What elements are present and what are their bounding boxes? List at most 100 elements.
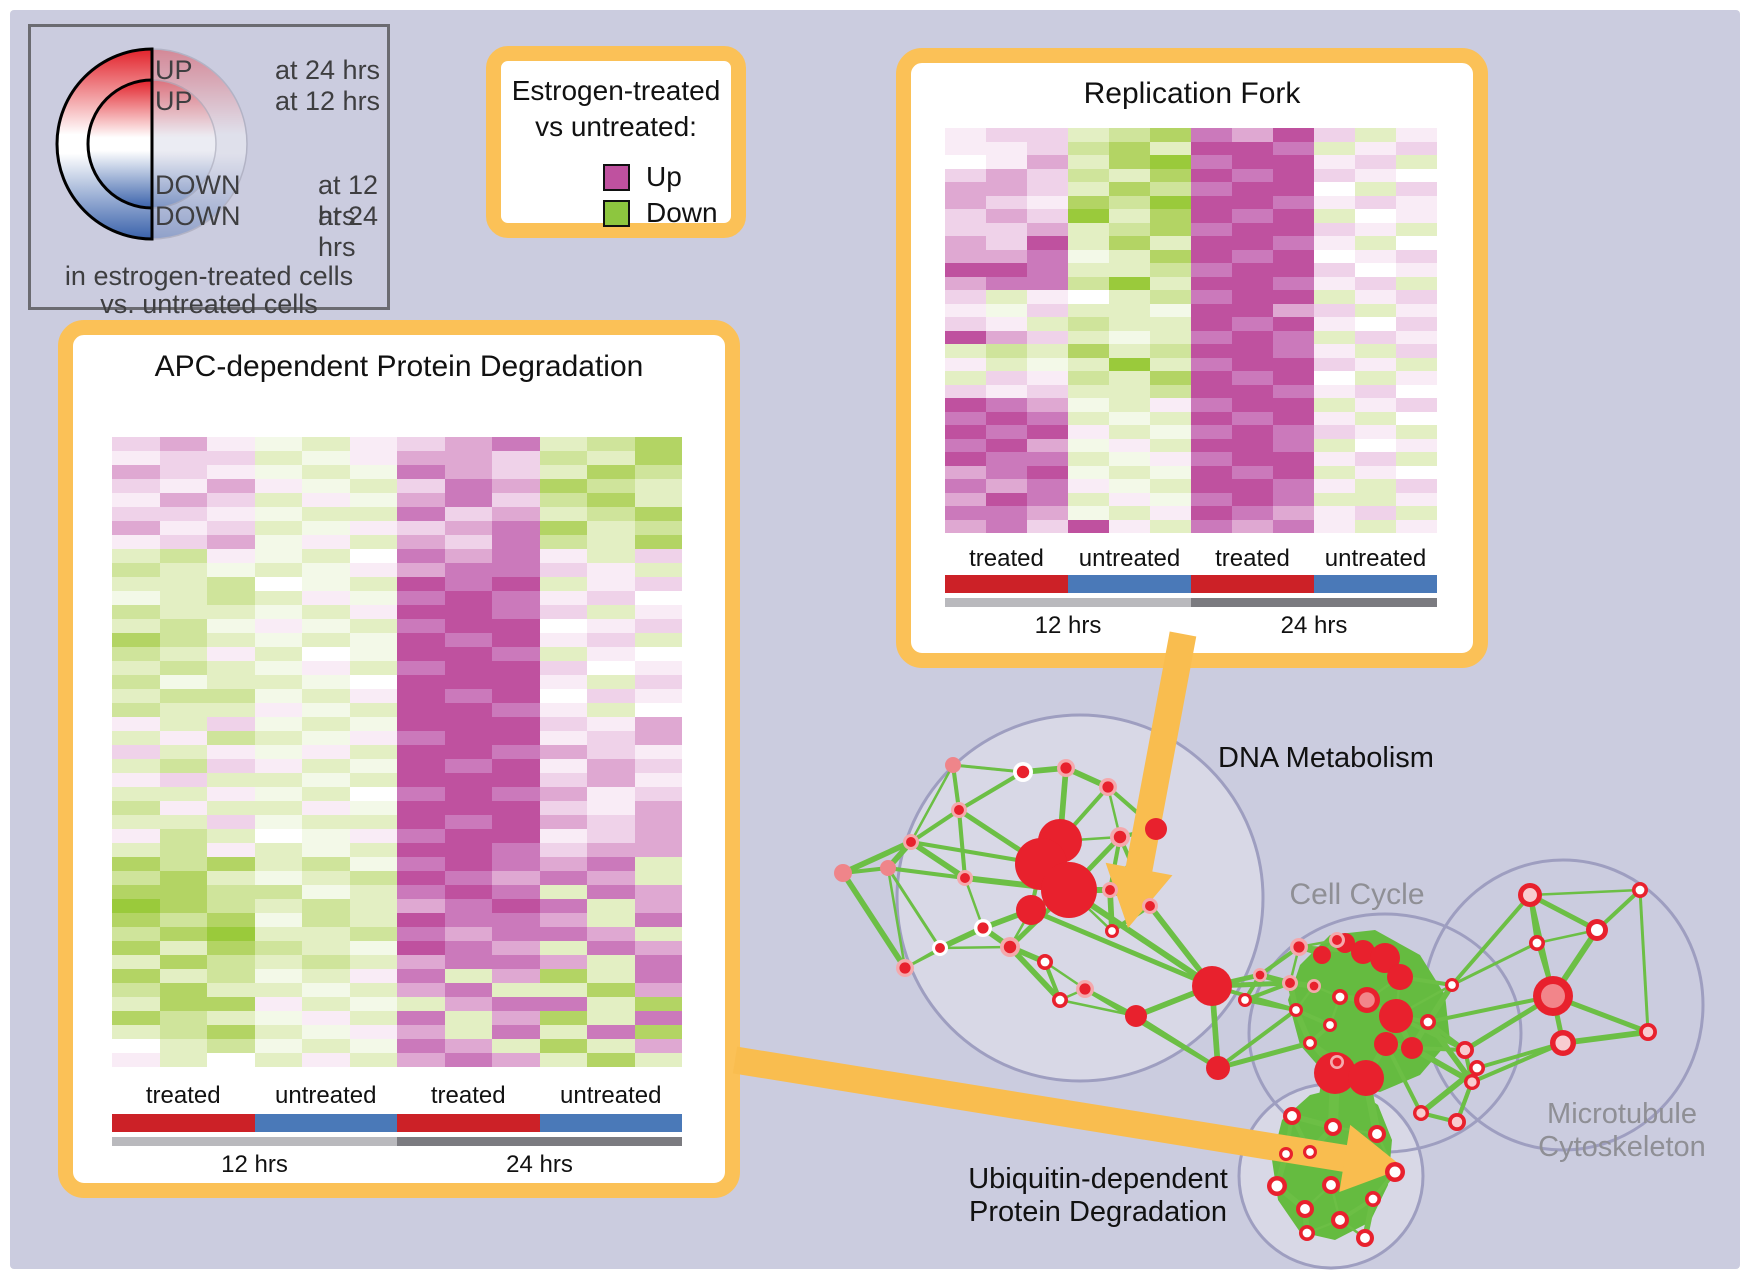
heatmap-cell xyxy=(634,437,682,451)
heatmap-cell xyxy=(1109,249,1150,263)
heatmap-cell xyxy=(1355,479,1396,493)
heatmap-cell xyxy=(634,1039,682,1053)
heatmap-cell xyxy=(349,871,397,885)
heatmap-cell xyxy=(634,815,682,829)
heatmap-cell xyxy=(254,493,302,507)
heatmap-cell xyxy=(302,451,350,465)
heatmap-cell xyxy=(587,577,635,591)
heatmap-cell xyxy=(1150,209,1191,223)
heatmap-cell xyxy=(1150,249,1191,263)
heatmap-cell xyxy=(492,731,540,745)
heatmap-cell xyxy=(1191,128,1232,142)
heatmap-cell xyxy=(634,1025,682,1039)
heatmap-row xyxy=(112,955,682,969)
heatmap-cell xyxy=(207,605,255,619)
heatmap-row xyxy=(112,941,682,955)
heatmap-cell xyxy=(349,535,397,549)
heatmap-cell xyxy=(1027,276,1068,290)
heatmap-cell xyxy=(1150,492,1191,506)
heatmap-cell xyxy=(159,689,207,703)
heatmap-row xyxy=(112,927,682,941)
heatmap-cell xyxy=(1273,344,1314,358)
heatmap-cell xyxy=(112,913,160,927)
heatmap-cell xyxy=(539,857,587,871)
heatmap-cell xyxy=(1150,195,1191,209)
heatmap-cell xyxy=(1232,411,1273,425)
heatmap-cell xyxy=(302,801,350,815)
heatmap-cell xyxy=(349,997,397,1011)
heatmap-cell xyxy=(492,801,540,815)
heatmap-cell xyxy=(1355,411,1396,425)
heatmap-cell xyxy=(539,605,587,619)
heatmap-row xyxy=(112,577,682,591)
heatmap-cell xyxy=(634,479,682,493)
heatmap-row xyxy=(112,689,682,703)
legend-caption-line1: in estrogen-treated cells xyxy=(64,261,354,291)
direction-label: UP xyxy=(155,86,193,116)
ubiquitin-label-line: Protein Degradation xyxy=(969,1196,1227,1229)
heatmap-cell xyxy=(397,787,445,801)
heatmap-cell xyxy=(1396,371,1437,385)
heatmap-cell xyxy=(444,535,492,549)
heatmap-cell xyxy=(1027,519,1068,533)
heatmap-cell xyxy=(1314,182,1355,196)
heatmap-cell xyxy=(587,997,635,1011)
heatmap-cell xyxy=(397,1039,445,1053)
heatmap-cell xyxy=(1027,357,1068,371)
heatmap-cell xyxy=(634,927,682,941)
heatmap-cell xyxy=(159,969,207,983)
heatmap-row xyxy=(112,605,682,619)
heatmap-cell xyxy=(1314,209,1355,223)
heatmap-cell xyxy=(1027,465,1068,479)
heatmap-cell xyxy=(634,829,682,843)
heatmap-cell xyxy=(1232,290,1273,304)
heatmap-cell xyxy=(254,801,302,815)
heatmap-cell xyxy=(1027,492,1068,506)
heatmap-cell xyxy=(1314,317,1355,331)
heatmap-cell xyxy=(634,843,682,857)
heatmap-cell xyxy=(302,969,350,983)
heatmap-cell xyxy=(634,899,682,913)
group-label: treated xyxy=(1215,545,1290,572)
heatmap-row xyxy=(112,619,682,633)
heatmap-cell xyxy=(986,425,1027,439)
heatmap-cell xyxy=(207,675,255,689)
heatmap-cell xyxy=(986,398,1027,412)
heatmap-cell xyxy=(207,479,255,493)
heatmap-cell xyxy=(397,759,445,773)
heatmap-cell xyxy=(1355,141,1396,155)
heatmap-cell xyxy=(1150,317,1191,331)
heatmap-cell xyxy=(1191,182,1232,196)
heatmap-cell xyxy=(587,1053,635,1067)
heatmap-row xyxy=(945,209,1437,223)
heatmap-cell xyxy=(1396,398,1437,412)
heatmap-cell xyxy=(539,983,587,997)
heatmap-row xyxy=(112,633,682,647)
heatmap-cell xyxy=(1273,249,1314,263)
heatmap-cell xyxy=(1355,492,1396,506)
heatmap-cell xyxy=(112,815,160,829)
heatmap-row xyxy=(112,1053,682,1067)
heatmap-cell xyxy=(112,591,160,605)
heatmap-cell xyxy=(207,591,255,605)
heatmap-cell xyxy=(1109,141,1150,155)
heatmap-cell xyxy=(1191,209,1232,223)
heatmap-cell xyxy=(349,885,397,899)
heatmap-cell xyxy=(254,605,302,619)
heatmap-cell xyxy=(302,689,350,703)
group-label: treated xyxy=(430,1082,506,1109)
heatmap-cell xyxy=(1355,222,1396,236)
heatmap-cell xyxy=(986,263,1027,277)
heatmap-cell xyxy=(539,507,587,521)
heatmap-row xyxy=(945,263,1437,277)
heatmap-cell xyxy=(634,661,682,675)
heatmap-cell xyxy=(539,731,587,745)
heatmap-cell xyxy=(1314,141,1355,155)
heatmap-cell xyxy=(539,479,587,493)
heatmap-cell xyxy=(1109,182,1150,196)
heatmap-cell xyxy=(112,731,160,745)
heatmap-cell xyxy=(444,983,492,997)
heatmap-cell xyxy=(302,997,350,1011)
heatmap-cell xyxy=(397,829,445,843)
